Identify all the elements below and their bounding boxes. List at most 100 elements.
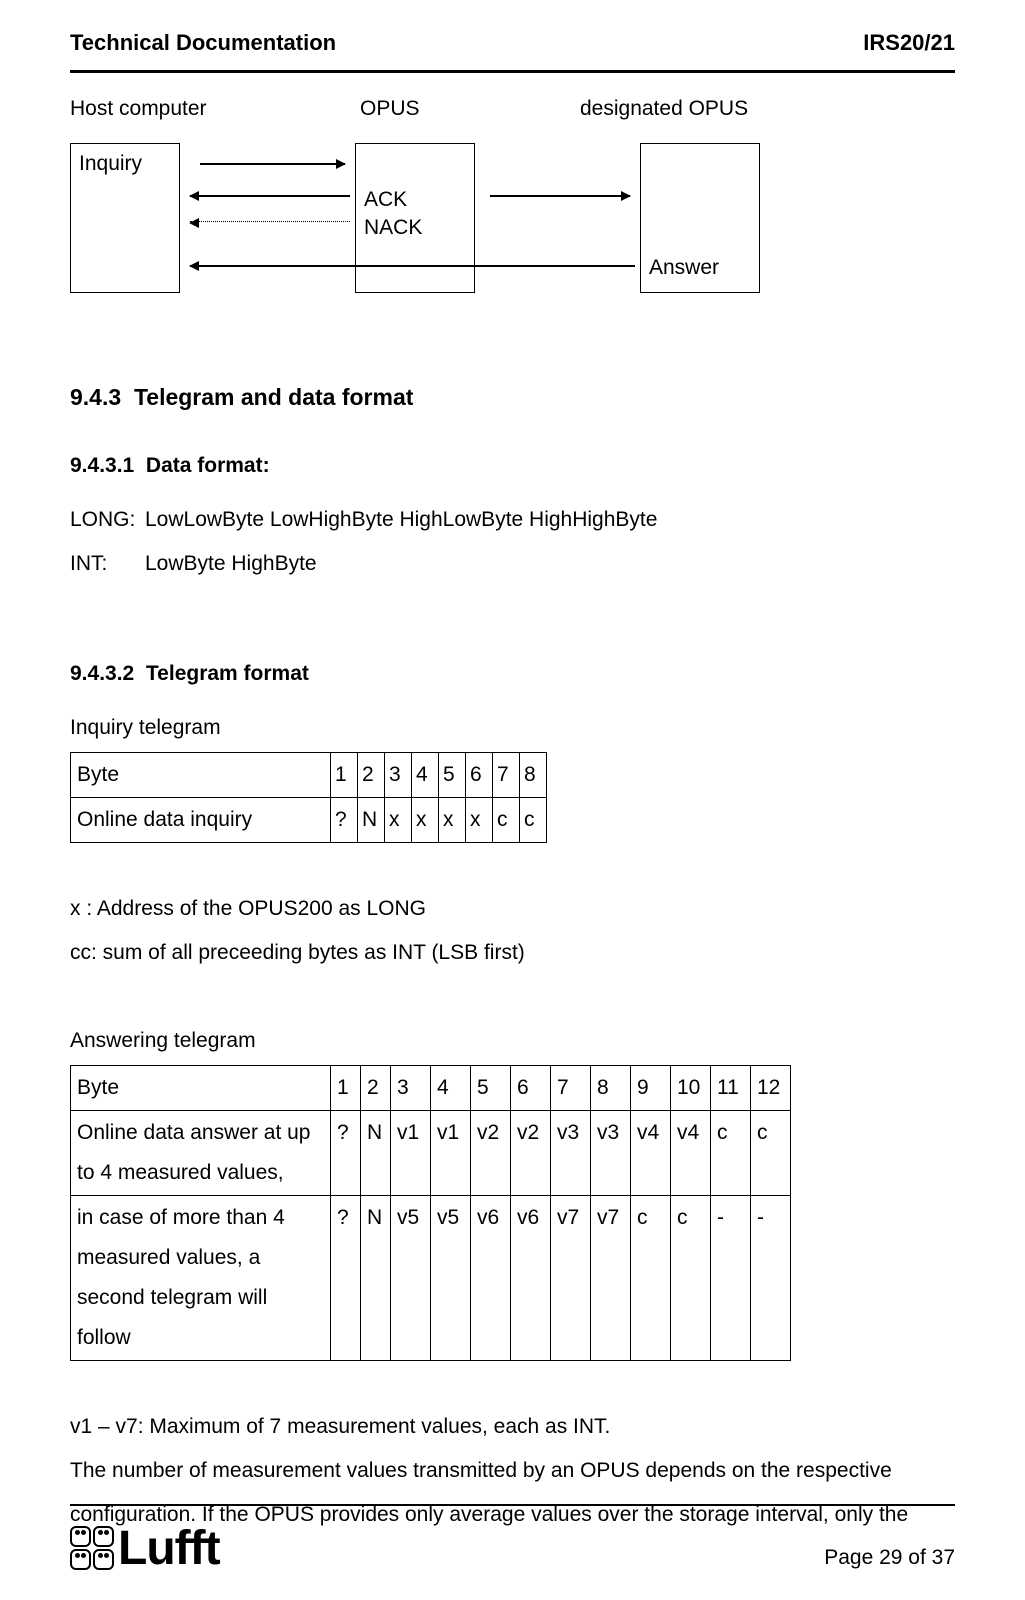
t2-r1-label: Online data answer at up to 4 measured v… <box>71 1111 331 1196</box>
box-inquiry-label: Inquiry <box>79 152 142 175</box>
t1-r8: c <box>520 798 547 843</box>
arrow-answer-to-host <box>190 265 635 267</box>
t1-r0: Online data inquiry <box>71 798 331 843</box>
t1-r7: c <box>493 798 520 843</box>
t1-r3: x <box>385 798 412 843</box>
t2-h6: 6 <box>511 1066 551 1111</box>
heading-9431: 9.4.3.1 Data format: <box>70 444 955 488</box>
heading-943-num: 9.4.3 <box>70 384 121 410</box>
box-nack-label: NACK <box>364 214 466 241</box>
t1-r6: x <box>466 798 493 843</box>
t2-r1-0: ? <box>331 1111 361 1196</box>
para-v1v7: v1 – v7: Maximum of 7 measurement values… <box>70 1405 955 1449</box>
flow-label-opus: OPUS <box>360 87 580 131</box>
t1-h5: 5 <box>439 753 466 798</box>
header-left: Technical Documentation <box>70 20 336 66</box>
t2-r2-label: in case of more than 4 measured values, … <box>71 1196 331 1361</box>
header-rule <box>70 70 955 73</box>
int-label: INT: <box>70 542 145 586</box>
t2-h11: 11 <box>711 1066 751 1111</box>
t2-r1-3: v1 <box>431 1111 471 1196</box>
t2-r1-9: v4 <box>671 1111 711 1196</box>
int-value: LowByte HighByte <box>145 542 317 586</box>
page-number: Page 29 of 37 <box>824 1546 955 1570</box>
t2-h2: 2 <box>361 1066 391 1111</box>
inquiry-telegram-caption: Inquiry telegram <box>70 706 955 750</box>
box-ack-label: ACK <box>364 186 466 213</box>
t2-r2-1: N <box>361 1196 391 1361</box>
t1-h0: Byte <box>71 753 331 798</box>
heading-9431-num: 9.4.3.1 <box>70 454 134 477</box>
t2-r2-10: - <box>711 1196 751 1361</box>
t1-r5: x <box>439 798 466 843</box>
lufft-logo: Lufft <box>70 1526 220 1570</box>
t2-r2-7: v7 <box>591 1196 631 1361</box>
t1-r1: ? <box>331 798 358 843</box>
t1-h4: 4 <box>412 753 439 798</box>
heading-9431-title: Data format: <box>146 454 270 477</box>
t2-r2-6: v7 <box>551 1196 591 1361</box>
t2-r1-10: c <box>711 1111 751 1196</box>
t2-r2-11: - <box>751 1196 791 1361</box>
arrow-ack-to-answer <box>490 195 630 197</box>
heading-9432-num: 9.4.3.2 <box>70 662 134 685</box>
t2-h10: 10 <box>671 1066 711 1111</box>
arrow-inquiry-to-ack <box>200 163 345 165</box>
heading-943: 9.4.3 Telegram and data format <box>70 373 955 421</box>
t2-r2-5: v6 <box>511 1196 551 1361</box>
t1-h6: 6 <box>466 753 493 798</box>
flow-diagram: Inquiry ACK NACK Answer <box>70 143 955 343</box>
t2-h5: 5 <box>471 1066 511 1111</box>
box-inquiry: Inquiry <box>70 143 180 293</box>
answering-telegram-caption: Answering telegram <box>70 1019 955 1063</box>
inquiry-telegram-table: Byte 1 2 3 4 5 6 7 8 Online data inquiry… <box>70 752 547 843</box>
t2-h4: 4 <box>431 1066 471 1111</box>
t2-r2-8: c <box>631 1196 671 1361</box>
t2-r1-8: v4 <box>631 1111 671 1196</box>
t2-r2-9: c <box>671 1196 711 1361</box>
heading-9432-title: Telegram format <box>146 662 309 685</box>
t2-h8: 8 <box>591 1066 631 1111</box>
t1-h3: 3 <box>385 753 412 798</box>
t2-r1-5: v2 <box>511 1111 551 1196</box>
heading-9432: 9.4.3.2 Telegram format <box>70 652 955 696</box>
t2-r2-4: v6 <box>471 1196 511 1361</box>
t2-r1-7: v3 <box>591 1111 631 1196</box>
table-row: Online data inquiry ? N x x x x c c <box>71 798 547 843</box>
note-x: x : Address of the OPUS200 as LONG <box>70 887 955 931</box>
t2-r2-3: v5 <box>431 1196 471 1361</box>
answering-telegram-table: Byte 1 2 3 4 5 6 7 8 9 10 11 12 Online d… <box>70 1065 791 1360</box>
t2-r1-6: v3 <box>551 1111 591 1196</box>
lufft-logo-icon <box>70 1526 114 1570</box>
heading-943-title: Telegram and data format <box>134 384 413 410</box>
t2-r2-0: ? <box>331 1196 361 1361</box>
long-label: LONG: <box>70 498 145 542</box>
arrow-nack-to-host <box>190 221 350 222</box>
t1-h1: 1 <box>331 753 358 798</box>
flow-label-designated: designated OPUS <box>580 87 748 131</box>
t2-h7: 7 <box>551 1066 591 1111</box>
box-answer: Answer <box>640 143 760 293</box>
t2-r1-1: N <box>361 1111 391 1196</box>
table-row: Byte 1 2 3 4 5 6 7 8 9 10 11 12 <box>71 1066 791 1111</box>
page-footer: Lufft Page 29 of 37 <box>70 1504 955 1570</box>
t2-h0: Byte <box>71 1066 331 1111</box>
t1-r4: x <box>412 798 439 843</box>
t2-r1-11: c <box>751 1111 791 1196</box>
long-value: LowLowByte LowHighByte HighLowByte HighH… <box>145 498 657 542</box>
t2-r1-2: v1 <box>391 1111 431 1196</box>
t1-h7: 7 <box>493 753 520 798</box>
box-ack: ACK NACK <box>355 143 475 293</box>
t1-h8: 8 <box>520 753 547 798</box>
table-row: Online data answer at up to 4 measured v… <box>71 1111 791 1196</box>
t2-h12: 12 <box>751 1066 791 1111</box>
lufft-logo-text: Lufft <box>118 1527 220 1570</box>
t2-r1-4: v2 <box>471 1111 511 1196</box>
note-cc: cc: sum of all preceeding bytes as INT (… <box>70 931 955 975</box>
t2-r2-2: v5 <box>391 1196 431 1361</box>
t2-h3: 3 <box>391 1066 431 1111</box>
t1-h2: 2 <box>358 753 385 798</box>
flow-label-host: Host computer <box>70 87 360 131</box>
t2-h9: 9 <box>631 1066 671 1111</box>
arrow-ack-to-host <box>190 195 350 197</box>
